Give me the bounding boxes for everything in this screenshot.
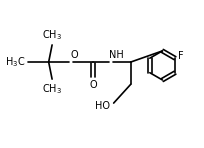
Text: O: O	[89, 80, 97, 90]
Text: HO: HO	[95, 101, 110, 111]
Text: NH: NH	[109, 50, 124, 60]
Text: H$_3$C: H$_3$C	[5, 55, 26, 69]
Text: F: F	[178, 52, 184, 61]
Text: CH$_3$: CH$_3$	[42, 28, 62, 41]
Text: O: O	[71, 50, 79, 60]
Text: CH$_3$: CH$_3$	[42, 83, 62, 96]
